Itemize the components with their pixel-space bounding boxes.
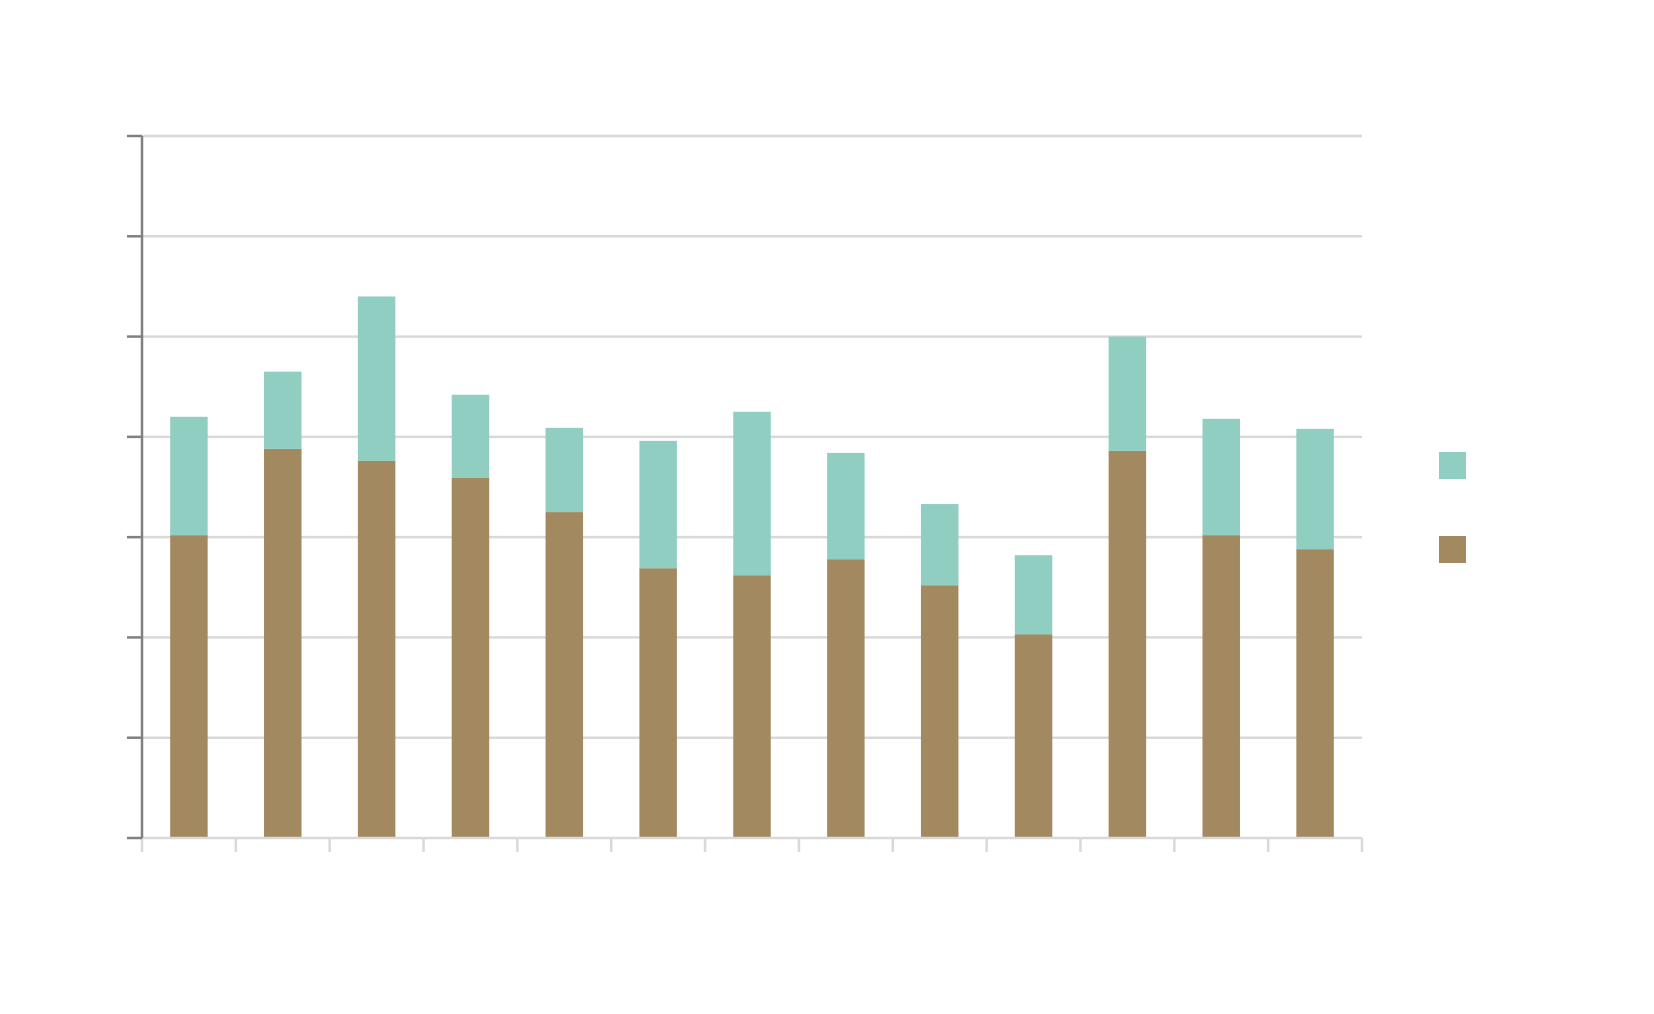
bar-segment-series-1 <box>1014 634 1053 838</box>
bar-segment-series-1 <box>264 448 302 838</box>
bar-segment-series-2 <box>545 427 584 513</box>
bar-segment-series-2 <box>733 411 771 576</box>
bar-segment-series-2 <box>1202 418 1240 536</box>
legend-swatch-2 <box>1439 536 1466 563</box>
bar-segment-series-1 <box>733 575 771 838</box>
bar-segment-series-1 <box>1108 450 1147 838</box>
bar-segment-series-2 <box>1296 428 1334 550</box>
legend <box>1439 452 1466 563</box>
bar-segment-series-1 <box>827 559 865 838</box>
bar-segment-series-1 <box>451 477 490 838</box>
bar-segment-series-1 <box>545 512 584 838</box>
bar-segment-series-2 <box>827 452 865 560</box>
bar-segment-series-1 <box>357 460 396 838</box>
bar-segment-series-2 <box>1014 555 1053 635</box>
axes <box>127 134 1364 852</box>
bar-series-group <box>170 296 1334 838</box>
legend-swatch-1 <box>1439 452 1466 479</box>
bar-segment-series-1 <box>1202 535 1240 838</box>
bar-segment-series-1 <box>639 568 677 838</box>
bar-segment-series-1 <box>920 585 959 838</box>
bar-segment-series-2 <box>451 394 490 478</box>
bar-segment-series-1 <box>170 535 208 838</box>
bar-segment-series-1 <box>1296 549 1334 838</box>
bar-segment-series-2 <box>639 440 677 569</box>
bar-segment-series-2 <box>170 416 208 536</box>
bar-segment-series-2 <box>264 371 302 449</box>
bar-segment-series-2 <box>357 296 396 461</box>
bar-segment-series-2 <box>920 504 959 586</box>
bar-segment-series-2 <box>1108 336 1147 451</box>
